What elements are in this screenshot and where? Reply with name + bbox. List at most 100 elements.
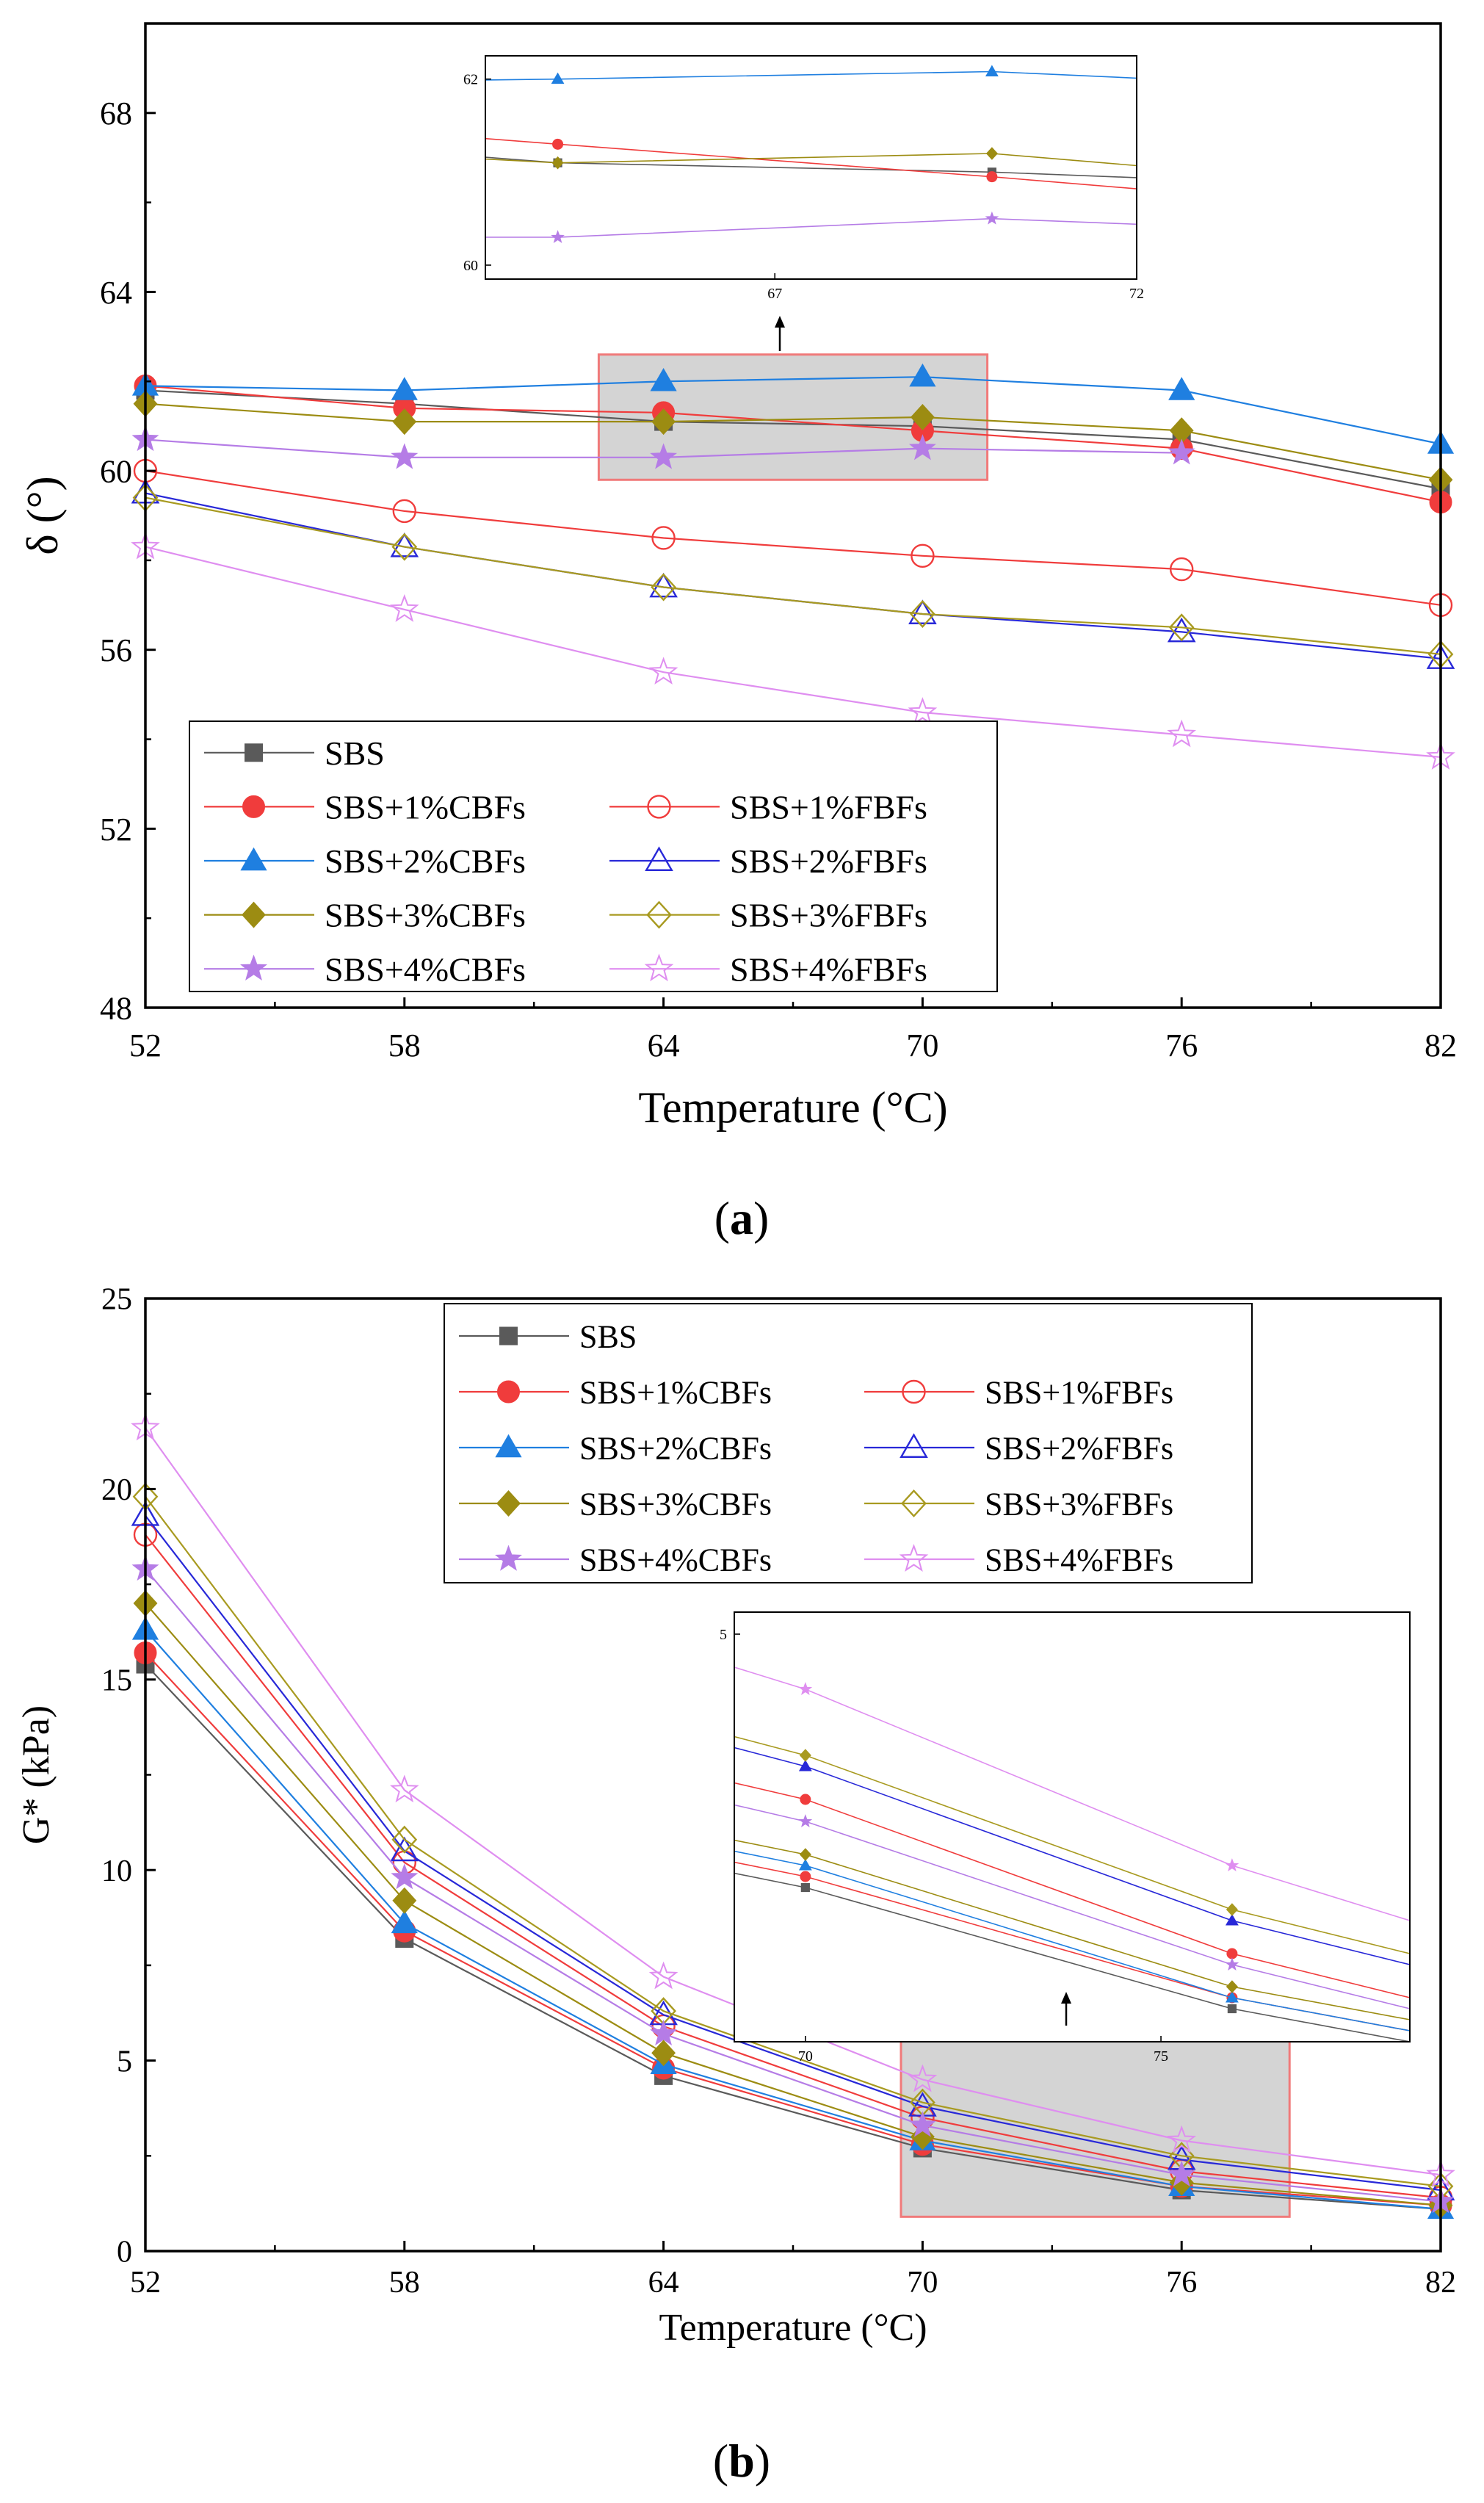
- inset-data-point: [798, 1759, 812, 1771]
- inset-x-tick-label: 67: [767, 286, 782, 302]
- x-tick-label: 76: [1166, 2266, 1197, 2300]
- caption-letter: a: [730, 1192, 753, 1244]
- data-point: [391, 1863, 419, 1890]
- x-tick-label: 58: [388, 1027, 421, 1063]
- legend-label: SBS+1%FBFs: [985, 1374, 1173, 1410]
- legend-label: SBS+1%FBFs: [730, 789, 927, 826]
- x-tick-label: 70: [906, 1027, 938, 1063]
- data-point: [391, 1910, 418, 1934]
- legend-swatch-marker: [242, 795, 265, 818]
- series-line: [145, 1664, 1441, 2210]
- panel-b: 52 58 64 70 76 82 0 5 10 15 20 25 Temperature (°C) G*…: [15, 1283, 1456, 2487]
- inset-series-line: [734, 1839, 1410, 2020]
- legend-swatch-marker: [242, 901, 266, 928]
- legend-swatch-marker: [900, 1433, 928, 1458]
- data-point: [1168, 2160, 1195, 2186]
- y-tick-label: 68: [100, 95, 132, 131]
- legend-box: [444, 1303, 1253, 1583]
- data-point: [1168, 438, 1195, 465]
- zoom-region-box: [900, 2029, 1291, 2218]
- data-point: [648, 657, 678, 685]
- legend-label: SBS+4%FBFs: [730, 950, 927, 988]
- caption-letter: b: [728, 2435, 755, 2487]
- legend-label: SBS+1%CBFs: [325, 789, 526, 826]
- y-tick-label: 0: [117, 2236, 132, 2269]
- data-point: [392, 408, 417, 436]
- data-point: [910, 599, 935, 629]
- series-line: [145, 376, 1441, 445]
- legend-label: SBS+3%CBFs: [325, 897, 526, 934]
- inset-data-point: [985, 211, 999, 225]
- legend-label: SBS+2%CBFs: [325, 842, 526, 880]
- legend-box: [189, 720, 998, 992]
- series-line: [145, 470, 1441, 606]
- inset-data-point: [800, 1871, 811, 1882]
- legend-label: SBS+2%FBFs: [985, 1430, 1173, 1466]
- inset-background: [485, 56, 1137, 279]
- legend-swatch-marker: [901, 1489, 927, 1518]
- inset-zoom: 70 75 5: [720, 1611, 1411, 2065]
- y-tick-label: 20: [101, 1473, 132, 1507]
- inset-series-group: [734, 1666, 1410, 2042]
- y-tick-label: 5: [117, 2045, 132, 2078]
- x-tick-label: 70: [907, 2266, 938, 2300]
- x-tick-label: 82: [1425, 2266, 1456, 2300]
- legend-label: SBS: [325, 734, 385, 772]
- y-axis-title: δ (°): [18, 476, 67, 555]
- legend-label: SBS+4%CBFs: [325, 950, 526, 988]
- legend-label: SBS+2%CBFs: [579, 1430, 772, 1466]
- data-point: [389, 1774, 419, 1803]
- series-SBS+2%FBFs: [131, 478, 1455, 669]
- data-point: [908, 434, 936, 460]
- data-point: [910, 404, 935, 430]
- data-point: [1169, 557, 1194, 582]
- legend: SBS SBS+1%CBFs SBS+1%FBFs SBS+2%CBFs SBS+2%F…: [444, 1303, 1253, 1583]
- inset-series-line: [734, 1782, 1410, 1998]
- data-point: [908, 2111, 936, 2137]
- inset-x-tick-label: 75: [1154, 2048, 1168, 2065]
- inset-series-line: [485, 71, 1137, 81]
- y-tick-label: 48: [100, 990, 132, 1026]
- inset-data-point: [985, 147, 998, 160]
- series-SBS+2%CBFs: [131, 1617, 1455, 2220]
- data-point: [908, 2064, 938, 2092]
- inset-data-point: [1226, 1980, 1238, 1993]
- series-line: [145, 1629, 1441, 2210]
- inset-series-line: [734, 1666, 1410, 1921]
- inset-data-point: [1225, 1990, 1239, 2003]
- data-point: [1168, 613, 1195, 642]
- data-point: [650, 443, 678, 469]
- legend-swatch-marker: [499, 1326, 518, 1346]
- data-point: [650, 368, 677, 391]
- legend-label: SBS+3%FBFs: [985, 1486, 1173, 1522]
- x-axis-title: Temperature (°C): [659, 2307, 927, 2349]
- y-tick-label: 52: [100, 812, 132, 848]
- inset-x-tick-label: 72: [1129, 286, 1144, 302]
- legend-swatch-marker: [497, 1380, 520, 1404]
- inset-data-point: [1225, 1913, 1239, 1926]
- inset-data-point: [1225, 1957, 1239, 1971]
- data-point: [392, 499, 416, 524]
- y-tick-label: 15: [101, 1664, 132, 1698]
- series-line: [145, 1515, 1441, 2192]
- legend-label: SBS: [579, 1318, 637, 1354]
- data-point: [1167, 2125, 1197, 2153]
- data-point: [651, 526, 676, 550]
- legend-swatch-marker: [645, 846, 673, 871]
- inset-data-point: [1225, 1858, 1239, 1871]
- series-line: [145, 1496, 1441, 2187]
- legend-swatch-marker: [495, 1434, 522, 1458]
- legend-swatch-marker: [496, 1490, 521, 1517]
- inset-data-point: [985, 65, 999, 76]
- y-tick-label: 25: [101, 1283, 132, 1317]
- legend-label: SBS+4%FBFs: [985, 1542, 1173, 1578]
- series-line: [145, 546, 1441, 758]
- legend-swatch-marker: [646, 900, 672, 929]
- inset-series-line: [485, 156, 1137, 178]
- legend-swatch-marker: [899, 1544, 929, 1572]
- data-point: [391, 1825, 418, 1854]
- legend-swatch-marker: [495, 1545, 522, 1571]
- inset-data-point: [798, 1858, 812, 1871]
- inset-series-group: [485, 65, 1137, 243]
